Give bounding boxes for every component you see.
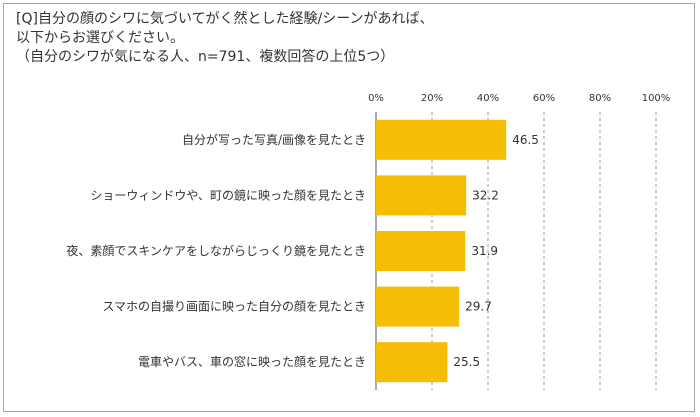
category-label: ショーウィンドウや、町の鏡に映った顔を見たとき bbox=[90, 187, 366, 202]
category-label: 夜、素顔でスキンケアをしながらじっくり鏡を見たとき bbox=[66, 243, 366, 258]
bar bbox=[376, 119, 507, 160]
chart-title: [Q]自分の顔のシワに気づいてがく然とした経験/シーンがあれば、 以下からお選び… bbox=[16, 10, 616, 67]
chart-frame bbox=[3, 3, 695, 412]
x-tick-label: 100% bbox=[642, 93, 671, 104]
x-tick-label: 40% bbox=[477, 93, 499, 104]
category-label: 電車やバス、車の窓に映った顔を見たとき bbox=[138, 354, 366, 369]
title-line-2: 以下からお選びください。 bbox=[16, 30, 184, 46]
x-tick-label: 60% bbox=[533, 93, 555, 104]
title-line-3: （自分のシワが気になる人、n=791、複数回答の上位5つ） bbox=[16, 49, 395, 65]
bar bbox=[376, 342, 448, 383]
category-label: スマホの自撮り画面に映った自分の顔を見たとき bbox=[102, 299, 366, 314]
bar bbox=[376, 175, 467, 216]
bar bbox=[376, 286, 460, 327]
data-label: 32.2 bbox=[472, 188, 499, 202]
data-label: 25.5 bbox=[453, 355, 480, 369]
x-tick-label: 0% bbox=[368, 93, 384, 104]
title-line-1: [Q]自分の顔のシワに気づいてがく然とした経験/シーンがあれば、 bbox=[16, 11, 434, 27]
bar bbox=[376, 231, 466, 271]
x-tick-label: 80% bbox=[589, 93, 611, 104]
data-label: 31.9 bbox=[471, 244, 498, 258]
data-label: 46.5 bbox=[512, 133, 539, 147]
category-label: 自分が写った写真/画像を見たとき bbox=[182, 132, 366, 147]
data-label: 29.7 bbox=[465, 300, 492, 314]
x-tick-label: 20% bbox=[421, 93, 443, 104]
